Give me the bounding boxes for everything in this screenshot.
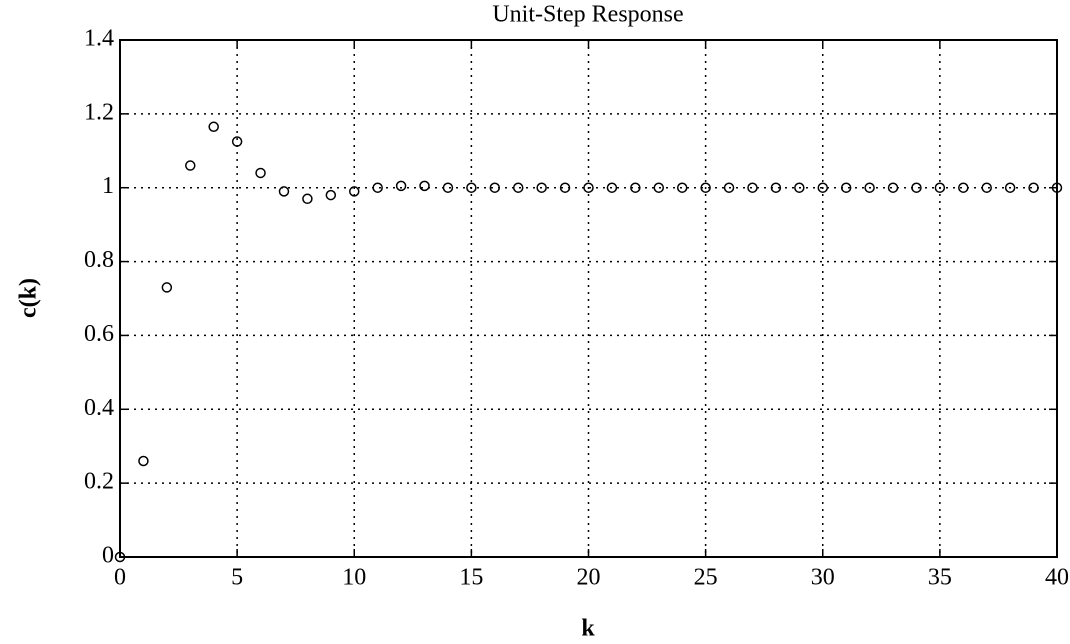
data-point: [138, 455, 149, 467]
data-point: [255, 167, 266, 179]
y-tick-label: 1: [102, 173, 114, 199]
data-point: [958, 182, 969, 193]
y-tick-label: 1.2: [84, 99, 114, 125]
y-tick-label: 0.8: [84, 247, 114, 273]
x-axis-label: k: [581, 616, 595, 642]
chart-title: Unit-Step Response: [492, 2, 683, 28]
y-tick-label: 0.6: [84, 321, 114, 347]
data-point: [185, 160, 196, 171]
data-point: [817, 182, 828, 193]
y-tick-label: 0: [102, 543, 114, 569]
data-point: [536, 182, 547, 193]
data-point: [466, 182, 477, 193]
data-point: [676, 182, 688, 193]
data-point: [864, 182, 875, 193]
data-point: [653, 182, 665, 193]
data-point: [395, 180, 407, 192]
y-tick-label: 1.4: [84, 26, 114, 52]
data-point: [934, 182, 946, 193]
data-point: [349, 186, 360, 197]
data-point: [325, 189, 337, 201]
data-point: [1051, 182, 1063, 193]
data-point: [723, 182, 735, 193]
data-point: [161, 282, 173, 293]
data-point: [559, 182, 571, 193]
data-point: [489, 182, 501, 193]
data-point: [278, 186, 290, 197]
data-point: [231, 136, 243, 147]
plot-frame: [119, 39, 1058, 558]
x-tick-label: 5: [231, 565, 243, 591]
x-tick-label: 0: [114, 565, 126, 591]
data-point: [630, 182, 641, 193]
x-tick-label: 40: [1045, 565, 1069, 591]
data-point: [1004, 182, 1016, 193]
data-point: [372, 182, 383, 193]
y-tick-label: 0.2: [84, 469, 114, 495]
data-point: [114, 551, 126, 563]
data-point: [981, 182, 992, 193]
data-point: [606, 182, 618, 193]
data-point: [442, 182, 454, 193]
x-tick-label: 20: [577, 565, 601, 591]
y-axis-label: c(k): [16, 278, 42, 318]
data-point: [887, 182, 899, 193]
data-point: [208, 121, 219, 133]
data-point: [512, 182, 524, 193]
data-point: [700, 182, 711, 193]
data-point: [770, 182, 782, 193]
data-point: [747, 182, 758, 193]
x-tick-label: 25: [694, 565, 718, 591]
y-tick-label: 0.4: [84, 395, 114, 421]
x-tick-label: 35: [928, 565, 952, 591]
data-point: [794, 182, 805, 193]
x-tick-label: 30: [811, 565, 835, 591]
data-point: [1028, 182, 1039, 193]
x-tick-label: 15: [459, 565, 483, 591]
data-point: [911, 182, 922, 193]
data-point: [419, 180, 430, 192]
data-point: [840, 182, 852, 193]
data-point: [583, 182, 594, 193]
data-point: [302, 193, 313, 205]
x-tick-label: 10: [342, 565, 366, 591]
